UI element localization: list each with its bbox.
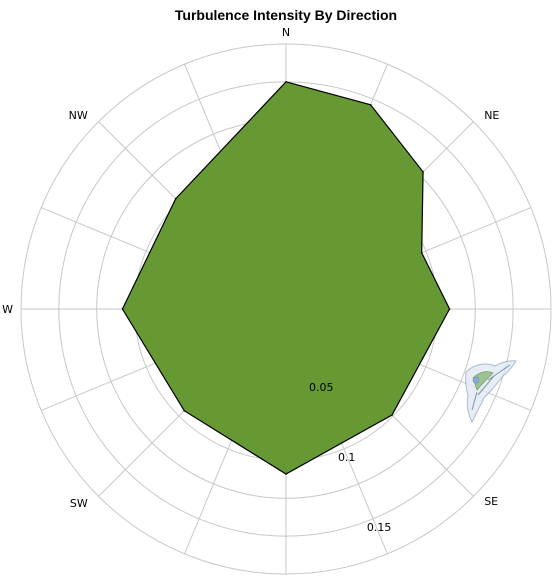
- data-point: [422, 171, 424, 173]
- data-point: [369, 103, 372, 106]
- direction-label: S: [283, 582, 290, 584]
- data-layer: [121, 81, 451, 475]
- compass-watermark-icon: [465, 360, 517, 424]
- direction-label: NE: [484, 109, 499, 122]
- series-area: [121, 81, 451, 475]
- radial-tick-label: 0.05: [309, 381, 334, 394]
- direction-label: W: [2, 303, 13, 316]
- direction-label: NW: [69, 109, 88, 122]
- data-point: [285, 81, 287, 83]
- data-point: [174, 197, 177, 200]
- data-point: [391, 414, 393, 416]
- radial-tick-label: 0.15: [367, 521, 392, 534]
- data-point: [285, 473, 287, 475]
- data-point: [420, 251, 423, 254]
- direction-label: N: [282, 26, 290, 39]
- direction-label: SW: [70, 497, 88, 510]
- direction-label: SE: [484, 495, 498, 508]
- data-point: [448, 308, 451, 310]
- data-point: [183, 409, 186, 412]
- labels: N NE SE S SW W NW 0.05 0.1 0.15: [2, 26, 499, 584]
- data-point: [121, 308, 124, 310]
- radial-tick-label: 0.1: [338, 451, 356, 464]
- chart-title: Turbulence Intensity By Direction: [175, 7, 397, 23]
